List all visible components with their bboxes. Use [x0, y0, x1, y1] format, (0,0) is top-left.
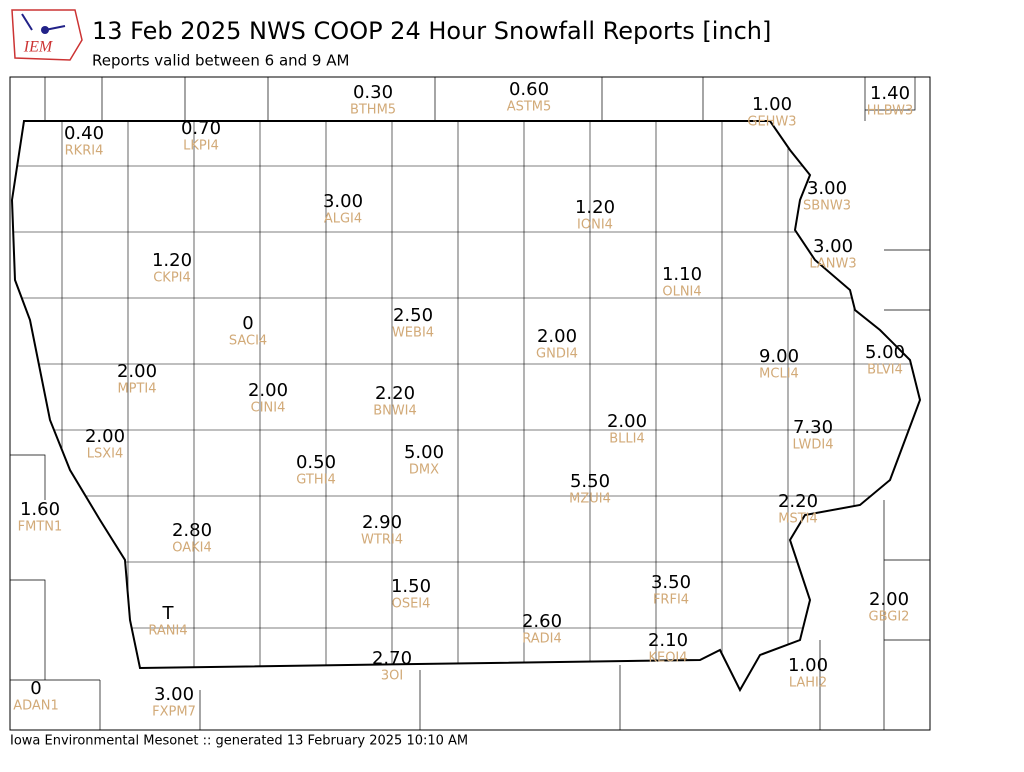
logo: IEM — [11, 9, 83, 61]
station-value: 2.20 — [778, 491, 818, 512]
station-value: 1.10 — [662, 264, 702, 285]
station-id: LWDI4 — [792, 438, 833, 453]
station-value: T — [162, 603, 175, 624]
subtitle: Reports valid between 6 and 9 AM — [92, 52, 349, 70]
station-value: 5.50 — [570, 471, 610, 492]
station-id: OAKI4 — [172, 541, 212, 556]
station-id: BLLI4 — [609, 432, 645, 447]
station-id: LSXI4 — [87, 447, 124, 462]
station-id: SBNW3 — [803, 199, 851, 214]
station-value: 3.50 — [651, 572, 691, 593]
station-id: OLNI4 — [662, 285, 701, 300]
station-value: 2.20 — [375, 383, 415, 404]
station-value: 0.60 — [509, 79, 549, 100]
neighbor-boundaries — [10, 77, 930, 730]
station-value: 0.30 — [353, 82, 393, 103]
station-value: 2.00 — [537, 326, 577, 347]
footer: Iowa Environmental Mesonet :: generated … — [10, 734, 468, 749]
station-id: MCLI4 — [759, 367, 799, 382]
station-value: 0 — [30, 678, 41, 699]
station-id: WTRI4 — [361, 533, 403, 548]
station-id: MPTI4 — [117, 382, 156, 397]
station-value: 9.00 — [759, 346, 799, 367]
station-value: 2.10 — [648, 630, 688, 651]
station-id: MSTI4 — [778, 512, 818, 527]
logo-text: IEM — [23, 39, 54, 56]
station-id: CKPI4 — [153, 271, 191, 286]
station-id: KEOI4 — [648, 651, 687, 666]
station-id: LANW3 — [809, 257, 856, 272]
station-id: ASTM5 — [507, 100, 552, 115]
station-value: 1.50 — [391, 576, 431, 597]
station-id: GBGI2 — [869, 610, 910, 625]
station-value: 2.00 — [85, 426, 125, 447]
station-value: 3.00 — [154, 684, 194, 705]
station-value: 1.60 — [20, 499, 60, 520]
station-id: CINI4 — [251, 401, 286, 416]
station-value: 1.20 — [152, 250, 192, 271]
station-id: RADI4 — [522, 632, 562, 647]
map-frame — [9, 76, 931, 731]
station-id: GEHW3 — [747, 115, 796, 130]
station-value: 2.90 — [362, 512, 402, 533]
station-id: DMX — [409, 463, 439, 478]
station-value: 3.00 — [807, 178, 847, 199]
station-id: OSEI4 — [392, 597, 431, 612]
station-value: 7.30 — [793, 417, 833, 438]
station-id: SACI4 — [229, 334, 267, 349]
station-id: BTHM5 — [350, 103, 396, 118]
station-value: 2.70 — [372, 648, 412, 669]
station-value: 1.00 — [752, 94, 792, 115]
station-value: 3.00 — [323, 191, 363, 212]
station-value: 2.60 — [522, 611, 562, 632]
station-id: FXPM7 — [152, 705, 196, 720]
station-value: 1.20 — [575, 197, 615, 218]
station-value: 2.00 — [607, 411, 647, 432]
station-id: IONI4 — [577, 218, 613, 233]
station-id: MZUI4 — [569, 492, 611, 507]
station-value: 0.70 — [181, 118, 221, 139]
station-id: ALGI4 — [324, 212, 362, 227]
title: 13 Feb 2025 NWS COOP 24 Hour Snowfall Re… — [92, 17, 771, 45]
station-id: FRFI4 — [653, 593, 689, 608]
station-id: FMTN1 — [18, 520, 63, 535]
station-id: HLBW3 — [867, 104, 914, 119]
station-value: 2.00 — [869, 589, 909, 610]
station-value: 1.00 — [788, 655, 828, 676]
station-value: 2.00 — [248, 380, 288, 401]
station-id: ADAN1 — [13, 699, 59, 714]
station-id: RANI4 — [148, 624, 187, 639]
station-id: GNDI4 — [536, 347, 578, 362]
station-id: LAHI2 — [789, 676, 827, 691]
station-id: BLVI4 — [867, 363, 903, 378]
station-id: 3OI — [381, 669, 403, 684]
station-value: 0.50 — [296, 452, 336, 473]
station-value: 5.00 — [404, 442, 444, 463]
station-value: 2.00 — [117, 361, 157, 382]
station-value: 5.00 — [865, 342, 905, 363]
station-id: BNWI4 — [373, 404, 417, 419]
station-value: 2.80 — [172, 520, 212, 541]
station-id: WEBI4 — [392, 326, 434, 341]
station-value: 0 — [242, 313, 253, 334]
station-id: RKRI4 — [65, 144, 104, 159]
station-value: 2.50 — [393, 305, 433, 326]
station-value: 3.00 — [813, 236, 853, 257]
station-value: 0.40 — [64, 123, 104, 144]
station-id: GTHI4 — [296, 473, 335, 488]
station-id: LKPI4 — [183, 139, 219, 154]
station-value: 1.40 — [870, 83, 910, 104]
